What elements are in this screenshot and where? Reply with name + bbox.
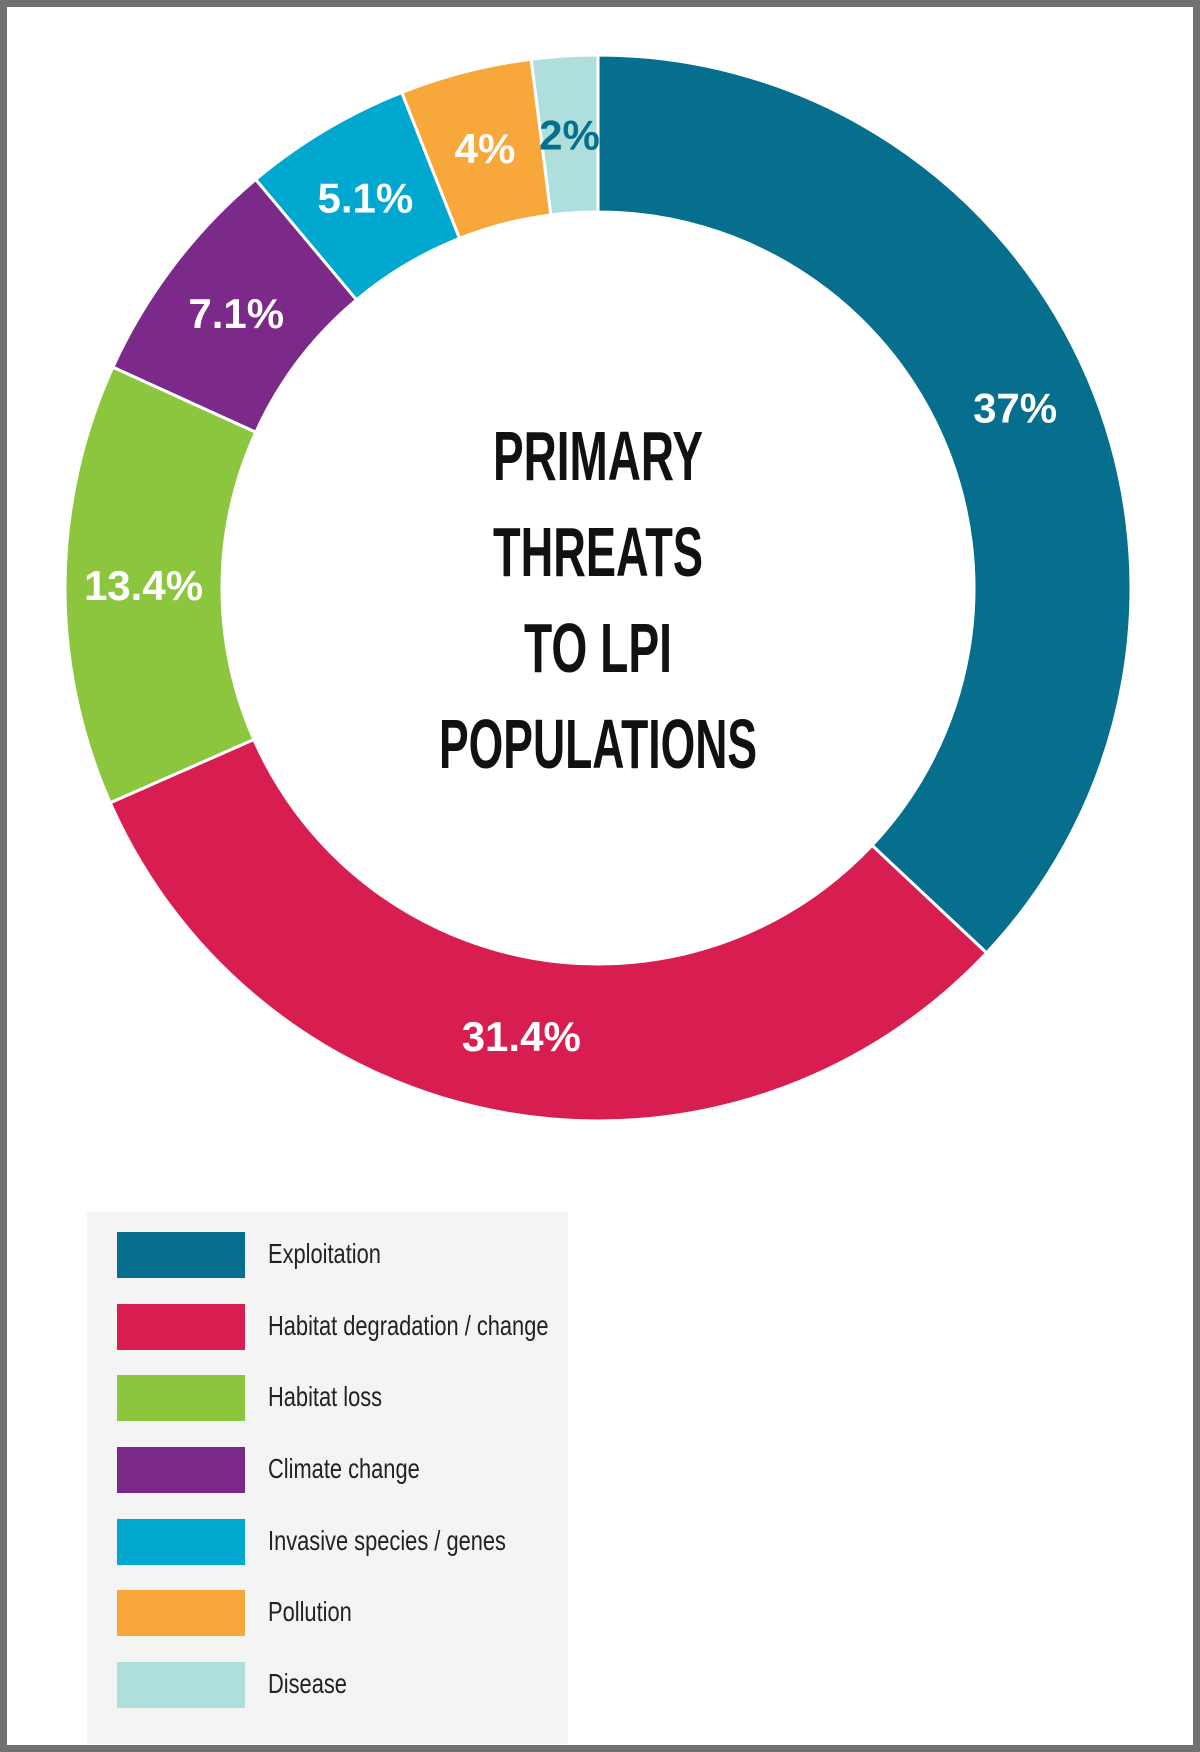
legend-item: Climate change xyxy=(117,1447,557,1493)
slice-label: 13.4% xyxy=(84,562,203,609)
legend-swatch xyxy=(117,1375,245,1421)
slice-labels-layer: 37% 31.4% 13.4% 7.1% 5.1% 4% 2% xyxy=(84,111,1057,1060)
title-line-3: TO LPI xyxy=(524,609,672,687)
slice-label: 2% xyxy=(539,111,600,158)
legend-label: Exploitation xyxy=(268,1238,381,1269)
slice-label: 4% xyxy=(455,125,516,172)
title-line-4: POPULATIONS xyxy=(439,705,757,783)
legend-item: Invasive species / genes xyxy=(117,1519,557,1565)
slices-layer xyxy=(63,53,1133,1123)
legend-label: Disease xyxy=(268,1668,347,1699)
legend-item: Habitat degradation / change xyxy=(117,1304,557,1350)
legend-label: Habitat loss xyxy=(268,1381,383,1412)
legend-item: Pollution xyxy=(117,1590,557,1636)
legend-swatch xyxy=(117,1304,245,1350)
slice-exploitation xyxy=(596,53,1133,955)
legend-swatch xyxy=(117,1447,245,1493)
chart-title: PRIMARY THREATS TO LPI POPULATIONS xyxy=(439,417,757,783)
legend-swatch xyxy=(117,1590,245,1636)
title-line-1: PRIMARY xyxy=(493,417,703,495)
legend-swatch xyxy=(117,1519,245,1565)
legend-item: Habitat loss xyxy=(117,1375,557,1421)
legend-item: Exploitation xyxy=(117,1232,557,1278)
slice-habitat-degradation-change xyxy=(108,737,989,1123)
slice-label: 7.1% xyxy=(188,290,284,337)
slice-label: 31.4% xyxy=(462,1013,581,1060)
legend-label: Pollution xyxy=(268,1596,352,1627)
legend-label: Habitat degradation / change xyxy=(268,1310,549,1341)
slice-disease xyxy=(529,53,600,217)
title-line-2: THREATS xyxy=(493,513,703,591)
legend-swatch xyxy=(117,1232,245,1278)
legend-swatch xyxy=(117,1662,245,1708)
legend: Exploitation Habitat degradation / change… xyxy=(87,1212,568,1744)
legend-label: Climate change xyxy=(268,1453,420,1484)
legend-label: Invasive species / genes xyxy=(268,1525,506,1556)
slice-label: 37% xyxy=(973,384,1057,431)
legend-item: Disease xyxy=(117,1662,557,1708)
slice-label: 5.1% xyxy=(318,175,414,222)
